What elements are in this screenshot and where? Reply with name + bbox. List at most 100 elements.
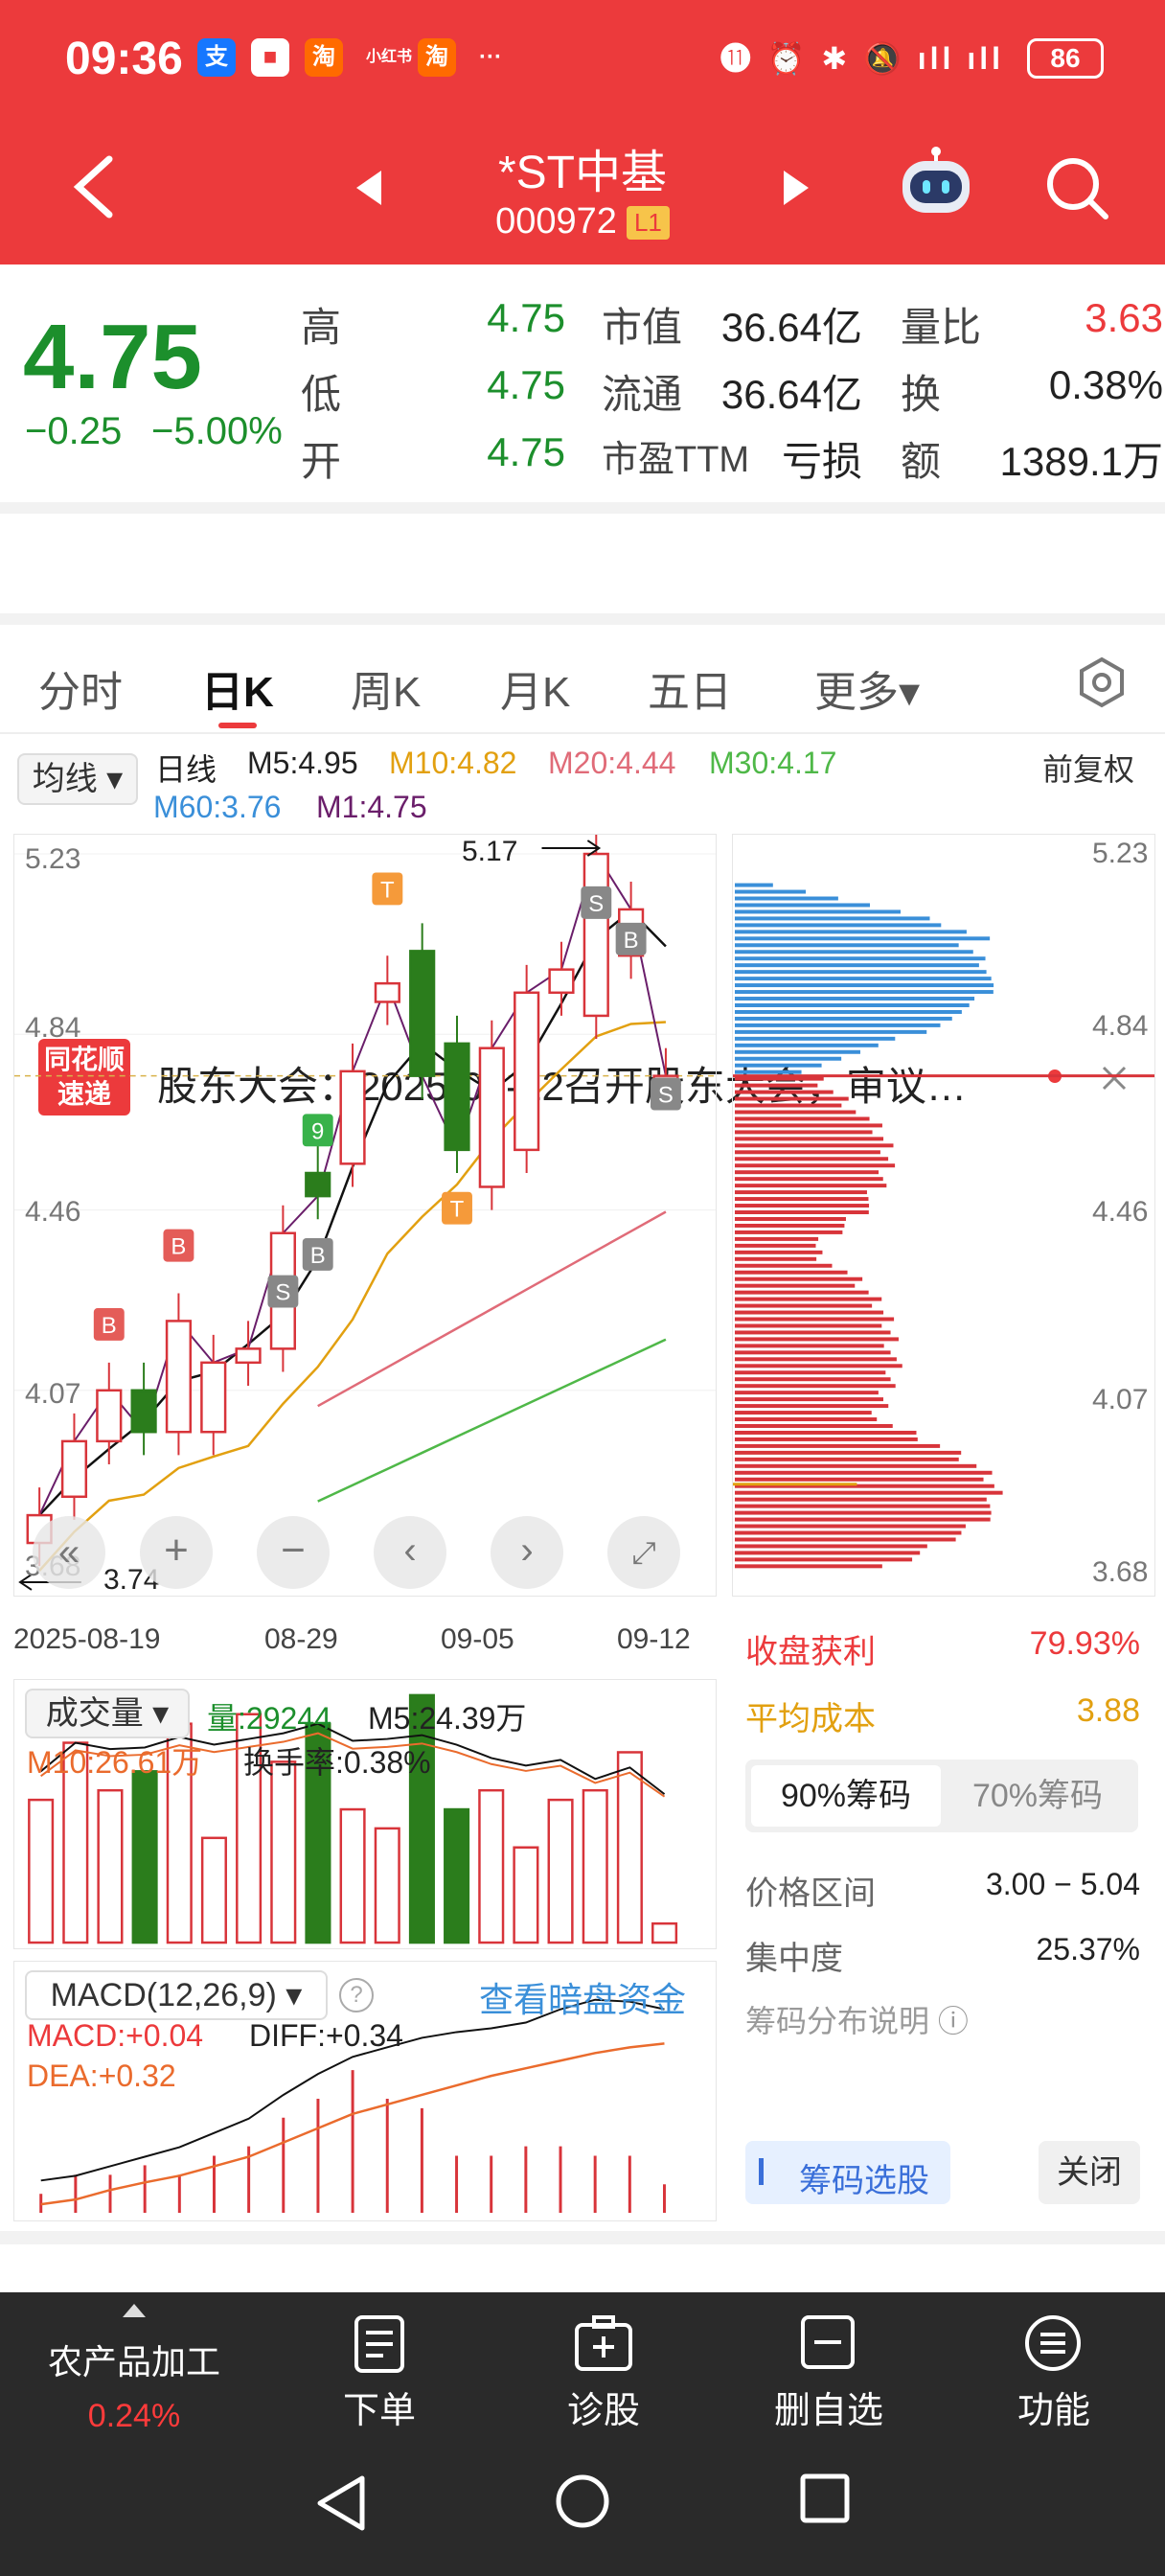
volume-bar xyxy=(478,1788,505,1944)
chip-y-label: 4.46 xyxy=(1092,1196,1149,1228)
volume-bar xyxy=(616,1751,643,1944)
system-home-icon[interactable] xyxy=(554,2472,611,2530)
chip-bar xyxy=(734,1404,889,1409)
chip-bar xyxy=(734,1524,966,1529)
chip-bar xyxy=(734,1317,895,1322)
dark-pool-link[interactable]: 查看暗盘资金 xyxy=(479,1980,687,2019)
settings-icon[interactable] xyxy=(1075,656,1129,709)
help-icon[interactable]: ? xyxy=(339,1978,374,2012)
level-badge: L1 xyxy=(626,206,670,241)
volume-bar xyxy=(374,1827,400,1944)
dea-value: DEA:+0.32 xyxy=(27,2058,176,2093)
volume-m5-line xyxy=(39,1722,666,1795)
chip-bar xyxy=(734,923,942,928)
volume-bar xyxy=(131,1770,158,1944)
tab-more[interactable]: 更多▾ xyxy=(814,669,921,716)
chip-bar xyxy=(734,1036,896,1041)
system-recents-icon[interactable] xyxy=(799,2472,851,2524)
profit-label: 收盘获利 xyxy=(745,1634,876,1670)
chip-bar xyxy=(734,1230,843,1234)
scroll-right-icon[interactable]: › xyxy=(491,1516,563,1589)
volume-m10: M10:26.61万 xyxy=(27,1745,203,1780)
tab-chip-70[interactable]: 70%筹码 xyxy=(971,1778,1104,1814)
signal-marker xyxy=(615,922,647,955)
scroll-left-icon[interactable]: ‹ xyxy=(374,1516,446,1589)
signal-marker xyxy=(302,1114,333,1147)
zoom-in-icon[interactable]: + xyxy=(140,1516,213,1589)
chip-bar xyxy=(734,1310,884,1315)
chip-explain-link[interactable]: 筹码分布说明 ⓘ xyxy=(745,2004,969,2038)
close-icon[interactable] xyxy=(1100,1064,1129,1092)
tab-weekly[interactable]: 周K xyxy=(351,669,422,716)
chip-bar xyxy=(734,1537,956,1542)
chip-bar xyxy=(734,1364,902,1368)
chip-bar xyxy=(734,1016,952,1021)
chip-bar xyxy=(734,1330,891,1335)
chip-bar xyxy=(734,970,987,975)
pe-label: 市盈TTM xyxy=(602,440,750,480)
ma-m30: M30:4.17 xyxy=(709,746,837,780)
chip-bar xyxy=(734,1270,848,1275)
fullscreen-icon[interactable]: ⤢ xyxy=(607,1516,680,1589)
concentration-value: 25.37% xyxy=(1036,1932,1140,1966)
chip-bar xyxy=(734,1184,887,1188)
x-axis-label: 09-05 xyxy=(441,1623,514,1655)
more-notifications-icon: ··· xyxy=(479,44,502,70)
candle xyxy=(60,1439,88,1499)
volume-m5: M5:24.39万 xyxy=(368,1701,527,1736)
volume-selector[interactable]: 成交量 ▾ xyxy=(25,1689,190,1738)
search-icon[interactable] xyxy=(1044,155,1111,222)
chip-bar xyxy=(734,1417,878,1422)
tab-chip-90[interactable]: 90%筹码 xyxy=(751,1765,941,1827)
back-icon[interactable] xyxy=(67,153,121,220)
scroll-left-fast-icon[interactable]: « xyxy=(33,1516,105,1589)
tab-daily[interactable]: 日K xyxy=(201,669,274,716)
chip-bar xyxy=(734,1003,970,1007)
tab-five-day[interactable]: 五日 xyxy=(648,669,732,716)
prev-stock-icon[interactable] xyxy=(356,171,381,205)
price-range-value: 3.00 − 5.04 xyxy=(985,1867,1140,1901)
zoom-out-icon[interactable]: − xyxy=(257,1516,330,1589)
chip-bar xyxy=(734,1276,863,1281)
chip-distribution-chart[interactable] xyxy=(732,834,1155,1597)
remove-label: 删自选 xyxy=(773,2391,883,2431)
volume-m10-line xyxy=(40,1732,666,1798)
turnover-label: 换 xyxy=(901,372,942,417)
candle xyxy=(409,950,436,1077)
chip-bar xyxy=(734,1484,994,1488)
news-text: 股东大会：2025-09-12召开股东大会，审议… xyxy=(157,1064,967,1109)
y-axis-label: 4.07 xyxy=(25,1378,81,1410)
expand-up-icon[interactable] xyxy=(123,2304,146,2317)
chip-bar xyxy=(734,1450,962,1455)
tab-monthly[interactable]: 月K xyxy=(500,669,571,716)
chip-bar xyxy=(734,950,973,954)
candle xyxy=(130,1389,157,1434)
macd-selector[interactable]: MACD(12,26,9) ▾ xyxy=(25,1970,328,2020)
chip-bar xyxy=(734,1397,884,1402)
signal-marker-label: T xyxy=(380,877,395,903)
signal-marker-label: S xyxy=(588,891,604,917)
news-ticker[interactable]: 同花顺 速递 股东大会：2025-09-12召开股东大会，审议… xyxy=(0,514,1165,1116)
volume-chart[interactable] xyxy=(13,1679,717,1949)
close-chip-button[interactable]: 关闭 xyxy=(1039,2141,1140,2204)
tab-minute[interactable]: 分时 xyxy=(38,669,123,716)
list-icon xyxy=(759,2158,788,2185)
signal-marker xyxy=(442,1191,472,1225)
chip-bar xyxy=(734,1243,816,1248)
volume-bar xyxy=(200,1836,227,1944)
candle xyxy=(374,981,400,1003)
chip-bar xyxy=(734,1009,962,1014)
macd-chart[interactable] xyxy=(13,1961,717,2221)
chip-select-button[interactable]: 筹码选股 xyxy=(745,2141,950,2204)
next-stock-icon[interactable] xyxy=(784,171,809,205)
robot-assistant-icon[interactable] xyxy=(897,144,975,220)
menu-icon xyxy=(1025,2315,1081,2371)
sector-name[interactable]: 农产品加工 xyxy=(47,2342,220,2381)
adjust-toggle[interactable]: 前复权 xyxy=(1042,752,1135,787)
ma-selector[interactable]: 均线 ▾ xyxy=(17,753,138,805)
chip-bar xyxy=(734,1056,842,1061)
system-back-icon[interactable] xyxy=(314,2472,368,2534)
chip-bar xyxy=(734,990,994,995)
signal-marker-label: T xyxy=(450,1197,465,1223)
